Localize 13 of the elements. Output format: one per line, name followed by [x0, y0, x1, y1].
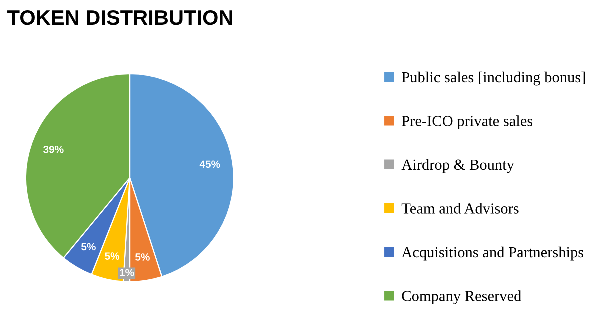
legend-label: Airdrop & Bounty — [402, 159, 514, 174]
data-label: 45% — [200, 160, 220, 168]
data-label: 1% — [120, 269, 134, 276]
chart-title: TOKEN DISTRIBUTION — [8, 10, 232, 26]
legend-label: Pre-ICO private sales — [402, 116, 533, 130]
data-label: 39% — [43, 146, 64, 154]
legend-label: Team and Advisors — [402, 203, 519, 214]
legend-label: Public sales [including bonus] — [402, 72, 586, 86]
legend-label: Acquisitions and Partnerships — [402, 246, 584, 261]
data-label: 5% — [135, 254, 150, 261]
data-label: 5% — [105, 252, 120, 260]
data-label: 5% — [82, 243, 96, 251]
legend-label: Company Reserved — [402, 290, 522, 305]
